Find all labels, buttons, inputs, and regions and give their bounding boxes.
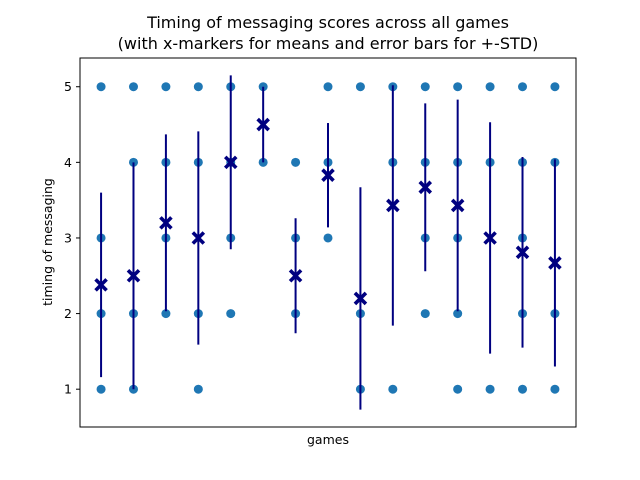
game-series bbox=[223, 75, 238, 319]
mean-x-marker bbox=[223, 155, 238, 170]
score-point bbox=[96, 384, 106, 394]
game-series bbox=[353, 82, 368, 410]
game-series bbox=[450, 82, 465, 394]
score-point bbox=[518, 384, 528, 394]
score-point bbox=[550, 82, 560, 92]
score-point bbox=[550, 384, 560, 394]
mean-x-marker bbox=[288, 268, 303, 283]
game-series bbox=[126, 82, 141, 394]
score-point bbox=[420, 82, 430, 92]
game-series bbox=[386, 82, 400, 394]
mean-x-marker bbox=[353, 291, 368, 306]
x-axis-label: games bbox=[307, 432, 349, 447]
score-point bbox=[193, 82, 203, 92]
score-point bbox=[355, 82, 365, 92]
mean-x-marker bbox=[386, 198, 400, 213]
game-series bbox=[191, 82, 206, 394]
score-point bbox=[161, 309, 171, 319]
y-tick-label: 1 bbox=[64, 382, 72, 397]
y-tick-label: 2 bbox=[64, 306, 72, 321]
mean-x-marker bbox=[515, 245, 530, 260]
score-point bbox=[96, 82, 106, 92]
score-point bbox=[453, 309, 463, 319]
game-series bbox=[418, 82, 433, 319]
y-axis-label: timing of messaging bbox=[40, 178, 55, 306]
score-point bbox=[485, 384, 495, 394]
score-point bbox=[453, 82, 463, 92]
mean-x-marker bbox=[94, 278, 108, 292]
game-series bbox=[321, 82, 335, 243]
mean-x-marker bbox=[159, 216, 173, 230]
game-series bbox=[256, 82, 270, 167]
chart-title-line1: Timing of messaging scores across all ga… bbox=[146, 13, 509, 32]
game-series bbox=[159, 82, 173, 319]
y-tick-label: 5 bbox=[64, 79, 72, 94]
score-point bbox=[453, 384, 463, 394]
score-point bbox=[323, 233, 333, 243]
mean-x-marker bbox=[126, 268, 141, 283]
score-point bbox=[161, 82, 171, 92]
mean-x-marker bbox=[191, 231, 206, 245]
axes-frame bbox=[79, 57, 577, 428]
mean-x-marker bbox=[418, 180, 433, 195]
score-point bbox=[485, 82, 495, 92]
score-point bbox=[226, 309, 236, 319]
mean-x-marker bbox=[450, 198, 465, 213]
game-series bbox=[548, 82, 562, 394]
score-point bbox=[518, 82, 528, 92]
mean-x-marker bbox=[256, 117, 270, 132]
score-point bbox=[291, 157, 301, 167]
game-series bbox=[483, 82, 497, 394]
score-point bbox=[323, 82, 333, 92]
score-point bbox=[420, 309, 430, 319]
plot-area bbox=[94, 75, 562, 410]
game-series bbox=[94, 82, 108, 394]
game-series bbox=[515, 82, 530, 394]
score-point bbox=[128, 82, 138, 92]
game-series bbox=[288, 157, 303, 334]
mean-x-marker bbox=[548, 256, 562, 270]
score-point bbox=[388, 384, 398, 394]
y-tick-label: 3 bbox=[64, 230, 72, 245]
mean-x-marker bbox=[321, 168, 335, 182]
score-point bbox=[193, 384, 203, 394]
y-axis: 1 2 3 4 5 bbox=[64, 79, 80, 397]
y-tick-label: 4 bbox=[64, 155, 72, 170]
chart-title-line2: (with x-markers for means and error bars… bbox=[118, 34, 539, 53]
mean-x-marker bbox=[483, 231, 497, 245]
